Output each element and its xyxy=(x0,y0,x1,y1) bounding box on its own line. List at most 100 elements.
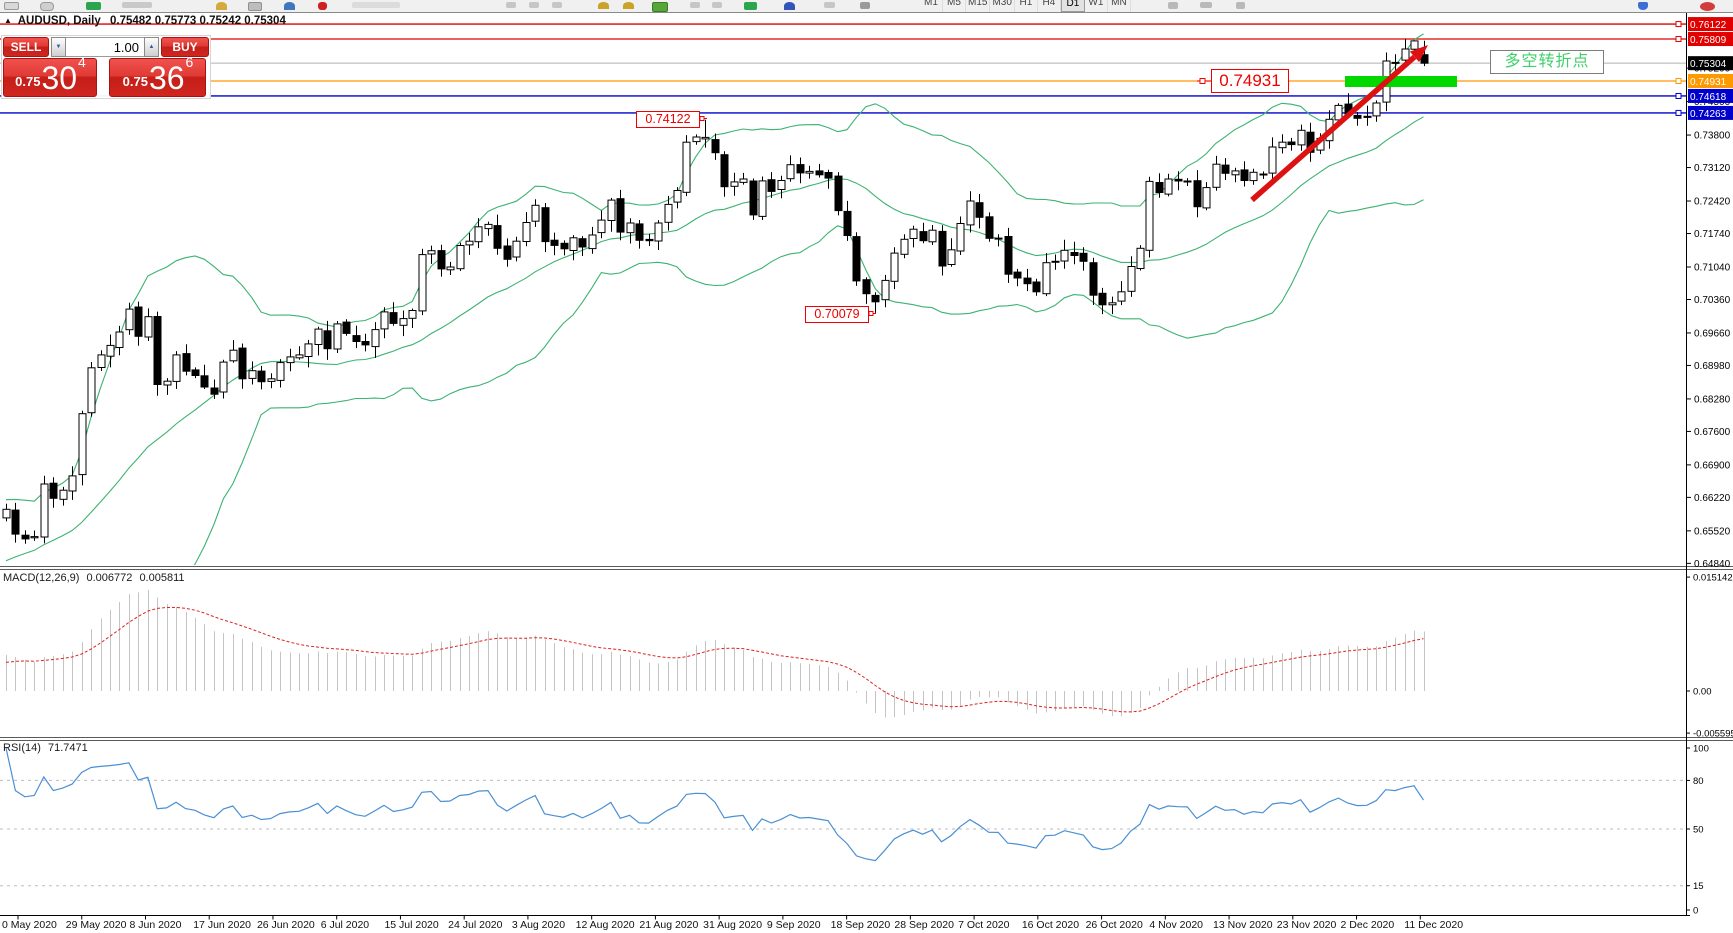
tile-windows-icon[interactable] xyxy=(652,2,668,12)
callout-anchor-square xyxy=(1199,78,1206,84)
templates-icon[interactable] xyxy=(690,2,700,8)
chart-mode-icon[interactable] xyxy=(122,2,152,8)
toolbar: M1 M5 M15 M30 H1 H4 D1 W1 MN xyxy=(0,0,1733,13)
candle-body xyxy=(560,242,569,250)
mail-icon[interactable] xyxy=(248,2,262,11)
date-label: 17 Jun 2020 xyxy=(193,919,251,931)
candle-body xyxy=(711,139,720,154)
zoom-out-icon[interactable] xyxy=(623,2,634,9)
lot-increase-button[interactable]: ▲ xyxy=(144,37,159,57)
candle-body xyxy=(692,136,701,143)
bar-chart-icon[interactable] xyxy=(529,2,539,8)
timeframe-button-MN[interactable]: MN xyxy=(1108,0,1131,12)
support-zone-rectangle[interactable] xyxy=(1345,76,1457,87)
level-badge xyxy=(1688,17,1733,32)
timeframe-button-H1[interactable]: H1 xyxy=(1015,0,1038,12)
sell-price-button[interactable]: 0.75 30 4 xyxy=(3,54,97,97)
candle-body xyxy=(248,370,257,379)
sell-button[interactable]: SELL xyxy=(3,37,49,57)
candle-body xyxy=(701,136,710,140)
candle-body xyxy=(1098,292,1107,306)
rsi-pane xyxy=(0,747,1686,887)
candle-body xyxy=(134,306,143,337)
new-order-icon[interactable] xyxy=(86,2,101,10)
symbol-marker-icon: ▲ xyxy=(4,16,12,25)
candle-body xyxy=(985,216,994,239)
lot-decrease-button[interactable]: ▼ xyxy=(51,37,66,57)
timeframe-button-H4[interactable]: H4 xyxy=(1038,0,1061,12)
level-badge xyxy=(1688,88,1733,103)
swing-low-callout[interactable]: 0.70079 xyxy=(805,306,869,323)
timeframe-button-M15[interactable]: M15 xyxy=(966,0,991,12)
price-tick-label: 0.66900 xyxy=(1694,460,1731,471)
shapes-icon[interactable] xyxy=(1700,2,1715,11)
timeframe-button-D1[interactable]: D1 xyxy=(1060,0,1085,12)
level-end-handle[interactable] xyxy=(1675,92,1682,99)
candle-body xyxy=(446,266,455,271)
candle-body xyxy=(607,199,616,222)
candle-body xyxy=(1079,252,1088,262)
date-label: 9 Sep 2020 xyxy=(767,919,821,931)
resistance-price-callout[interactable]: 0.74931 xyxy=(1211,69,1289,93)
timeframe-button-M1[interactable]: M1 xyxy=(920,0,943,12)
trend-arrow-line[interactable] xyxy=(1250,54,1417,203)
sell-price-main: 30 xyxy=(41,60,78,96)
turning-point-annotation[interactable]: 多空转折点 xyxy=(1490,50,1604,74)
candle-body xyxy=(399,318,408,326)
macd-tick-label: 0.00 xyxy=(1693,687,1712,698)
history-icon[interactable] xyxy=(824,2,835,8)
add-indicator-icon[interactable] xyxy=(744,2,757,10)
level-end-handle[interactable] xyxy=(1675,109,1682,116)
buy-button[interactable]: BUY xyxy=(161,37,209,57)
level-end-handle[interactable] xyxy=(1675,36,1682,43)
candle-chart-icon[interactable] xyxy=(552,2,562,8)
text-label-icon[interactable] xyxy=(1236,2,1245,9)
candle-body xyxy=(777,180,786,190)
candle-body xyxy=(1202,187,1211,209)
alert-icon[interactable] xyxy=(318,2,327,10)
timeframe-button-M30[interactable]: M30 xyxy=(990,0,1015,12)
price-tick-label: 0.69660 xyxy=(1694,328,1731,339)
zoom-in-icon[interactable] xyxy=(598,2,609,9)
timeframe-button-M5[interactable]: M5 xyxy=(943,0,966,12)
globe-icon[interactable] xyxy=(284,2,295,10)
candle-body xyxy=(371,329,380,348)
timeframe-button-W1[interactable]: W1 xyxy=(1085,0,1108,12)
chart-shift-icon[interactable] xyxy=(506,2,516,8)
candle-body xyxy=(153,316,162,385)
candle-body xyxy=(40,483,49,538)
profiles-icon[interactable] xyxy=(712,2,722,8)
swing-high-callout[interactable]: 0.74122 xyxy=(636,111,700,128)
compass-icon[interactable] xyxy=(216,2,227,10)
bollinger-middle-band xyxy=(5,116,1424,562)
fibonacci-icon[interactable] xyxy=(1200,2,1212,8)
bollinger-lower-band xyxy=(193,199,1424,565)
candle-body xyxy=(881,279,890,301)
level-end-handle[interactable] xyxy=(1675,77,1682,84)
candle-body xyxy=(805,170,814,174)
draw-line-icon[interactable] xyxy=(1168,2,1178,9)
lot-size-input[interactable] xyxy=(66,37,144,57)
candle-body xyxy=(474,226,483,243)
date-label: 6 Jul 2020 xyxy=(321,919,370,931)
zoom-icon[interactable] xyxy=(40,2,54,11)
crosshair-icon[interactable] xyxy=(860,2,870,9)
candle-body xyxy=(1155,182,1164,193)
indicators-icon[interactable] xyxy=(784,2,795,10)
candle-body xyxy=(730,181,739,187)
buy-price-button[interactable]: 0.75 36 6 xyxy=(109,54,206,97)
level-end-handle[interactable] xyxy=(1675,21,1682,28)
pencil-icon[interactable] xyxy=(1638,2,1648,10)
price-tick-label: 0.68280 xyxy=(1694,394,1731,405)
candle-body xyxy=(106,344,115,357)
rsi-tick-label: 0 xyxy=(1693,906,1698,917)
candle-body xyxy=(767,179,776,192)
lot-size-stepper: ▼ ▲ xyxy=(51,37,159,57)
autoscroll-label-fragment[interactable] xyxy=(352,2,400,8)
candle-body xyxy=(286,356,295,364)
macd-label: MACD(12,26,9) 0.006772 0.005811 xyxy=(3,572,185,584)
candle-body xyxy=(1391,61,1400,64)
toolbar-icon-fragment[interactable] xyxy=(4,2,19,10)
level-badge xyxy=(1688,32,1733,47)
candle-body xyxy=(323,330,332,350)
